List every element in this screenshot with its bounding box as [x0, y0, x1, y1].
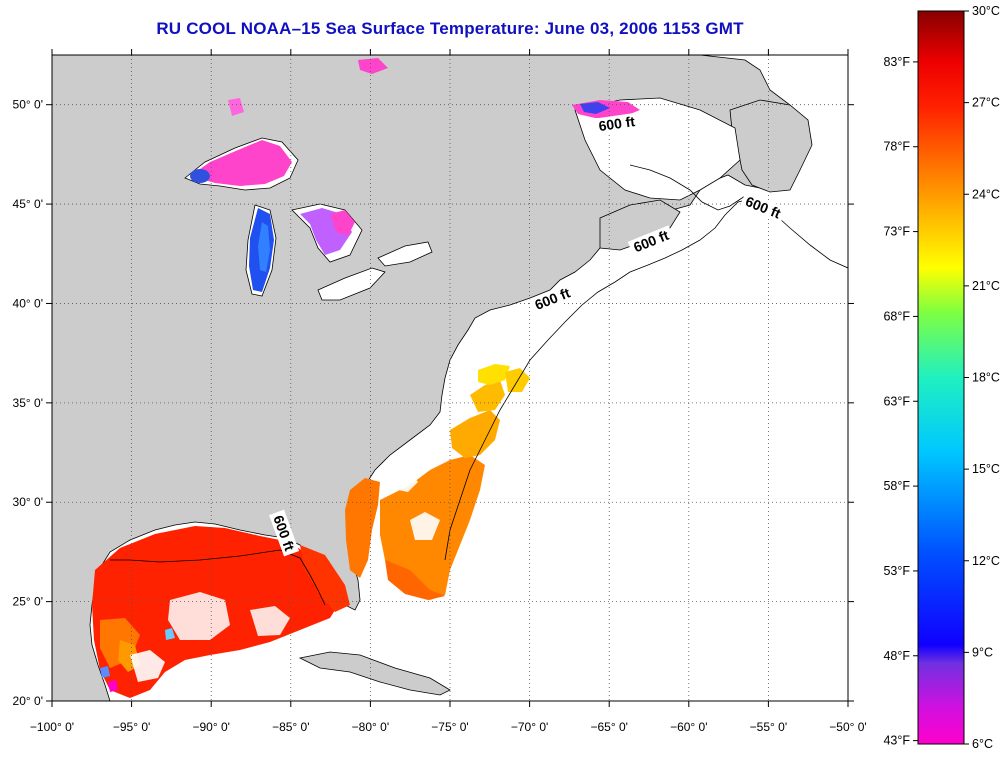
lon-tick-label: −100° 0' — [30, 720, 74, 734]
lon-tick-label: −50° 0' — [829, 720, 866, 734]
lon-tick-label: −65° 0' — [590, 720, 627, 734]
celsius-label: 15°C — [972, 462, 1000, 476]
fahrenheit-label: 83°F — [883, 55, 910, 69]
celsius-label: 24°C — [972, 187, 1000, 201]
fahrenheit-label: 58°F — [883, 479, 910, 493]
map-axes: −100° 0' −95° 0' −90° 0' −85° 0' −80° 0' −75°… — [13, 49, 867, 734]
fahrenheit-label: 53°F — [883, 564, 910, 578]
isobath-label: 600 ft — [598, 113, 637, 134]
lat-tick-label: 50° 0' — [13, 98, 43, 112]
lon-tick-label: −55° 0' — [750, 720, 787, 734]
lon-tick-label: −75° 0' — [431, 720, 468, 734]
lat-tick-label: 45° 0' — [13, 197, 43, 211]
sst-gulf-of-mexico — [92, 526, 350, 698]
isobath-label-bg — [269, 509, 300, 557]
isobath-label-bg — [627, 225, 675, 257]
lat-tick-label: 40° 0' — [13, 296, 43, 310]
fahrenheit-label: 78°F — [883, 140, 910, 154]
colorbar-labels: 30°C 27°C 24°C 21°C 18°C 15°C 12°C 9°C 6°C 83°F 78… — [883, 4, 999, 751]
fahrenheit-label: 43°F — [883, 734, 910, 748]
lon-tick-label: −90° 0' — [192, 720, 229, 734]
fahrenheit-label: 68°F — [883, 309, 910, 323]
colorbar — [917, 10, 965, 745]
isobath-label-bg — [528, 283, 576, 315]
celsius-label: 21°C — [972, 279, 1000, 293]
lake-ontario — [377, 241, 433, 267]
celsius-label: 6°C — [972, 737, 993, 751]
map-gridlines — [52, 55, 848, 701]
lon-tick-label: −70° 0' — [511, 720, 548, 734]
celsius-label: 27°C — [972, 96, 1000, 110]
celsius-label: 12°C — [972, 554, 1000, 568]
lat-tick-label: 25° 0' — [13, 595, 43, 609]
lon-tick-label: −60° 0' — [670, 720, 707, 734]
isobath-label-bg — [739, 191, 787, 223]
celsius-label: 30°C — [972, 4, 1000, 18]
map-title: RU COOL NOAA–15 Sea Surface Temperature:… — [156, 19, 744, 38]
land-cuba — [298, 651, 451, 696]
lon-tick-label: −95° 0' — [113, 720, 150, 734]
celsius-label: 9°C — [972, 645, 993, 659]
lat-tick-label: 20° 0' — [13, 694, 43, 708]
lat-tick-label: 35° 0' — [13, 396, 43, 410]
fahrenheit-label: 73°F — [883, 225, 910, 239]
sst-great-lakes — [190, 58, 640, 292]
lon-tick-label: −80° 0' — [352, 720, 389, 734]
lat-tick-label: 30° 0' — [13, 495, 43, 509]
lon-tick-label: −85° 0' — [272, 720, 309, 734]
sst-atlantic — [345, 364, 530, 600]
fahrenheit-label: 48°F — [883, 649, 910, 663]
isobath-label-bg — [593, 112, 640, 135]
celsius-label: 18°C — [972, 371, 1000, 385]
lake-erie — [317, 267, 386, 301]
fahrenheit-label: 63°F — [883, 394, 910, 408]
land-nova-scotia — [599, 199, 681, 251]
